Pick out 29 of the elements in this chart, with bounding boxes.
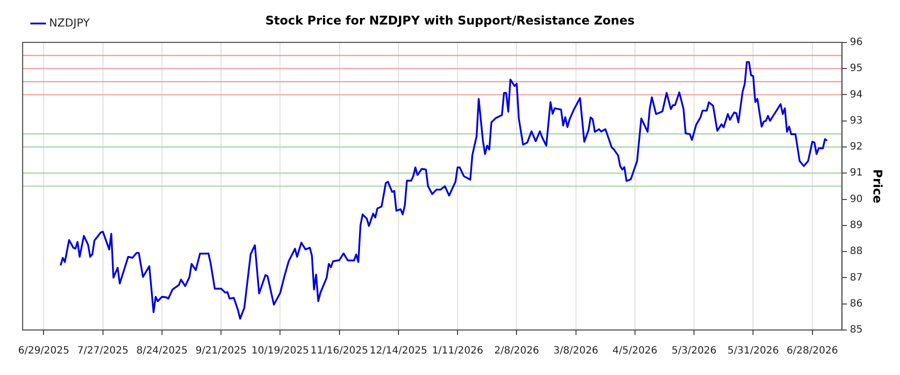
y-tick-label: 93 bbox=[850, 115, 863, 126]
x-tick-label: 6/28/2026 bbox=[786, 346, 838, 357]
x-tick-label: 8/24/2025 bbox=[136, 346, 188, 357]
chart-title: Stock Price for NZDJPY with Support/Resistance Zones bbox=[265, 13, 635, 28]
x-tick-label: 5/3/2026 bbox=[672, 346, 717, 357]
y-tick-label: 92 bbox=[850, 142, 863, 153]
x-tick-label: 4/5/2026 bbox=[612, 346, 658, 357]
x-tick-label: 2/8/2026 bbox=[494, 346, 540, 357]
y-tick-label: 89 bbox=[850, 220, 863, 232]
x-tick-label: 9/21/2025 bbox=[195, 346, 247, 357]
x-tick-label: 3/8/2026 bbox=[553, 346, 598, 357]
y-tick-label: 94 bbox=[850, 89, 863, 100]
x-tick-label: 11/16/2025 bbox=[310, 346, 368, 357]
x-tick-label: 10/19/2025 bbox=[251, 346, 310, 357]
x-tick-label: 5/31/2026 bbox=[728, 346, 779, 357]
y-tick-label: 96 bbox=[850, 36, 863, 48]
y-tick-label: 85 bbox=[850, 324, 863, 336]
y-tick-label: 95 bbox=[850, 63, 863, 74]
legend-label: NZDJPY bbox=[49, 16, 90, 30]
x-tick-label: 12/14/2025 bbox=[370, 346, 428, 357]
x-tick-label: 7/27/2025 bbox=[77, 346, 128, 357]
x-tick-label: 1/11/2026 bbox=[432, 346, 484, 357]
y-tick-label: 86 bbox=[850, 298, 863, 310]
y-tick-label: 90 bbox=[850, 194, 863, 205]
y-tick-label: 91 bbox=[850, 168, 863, 179]
y-tick-label: 87 bbox=[850, 272, 863, 284]
y-tick-label: 88 bbox=[850, 246, 863, 258]
y-axis-title: Price bbox=[870, 169, 885, 204]
x-tick-label: 6/29/2025 bbox=[18, 346, 70, 357]
